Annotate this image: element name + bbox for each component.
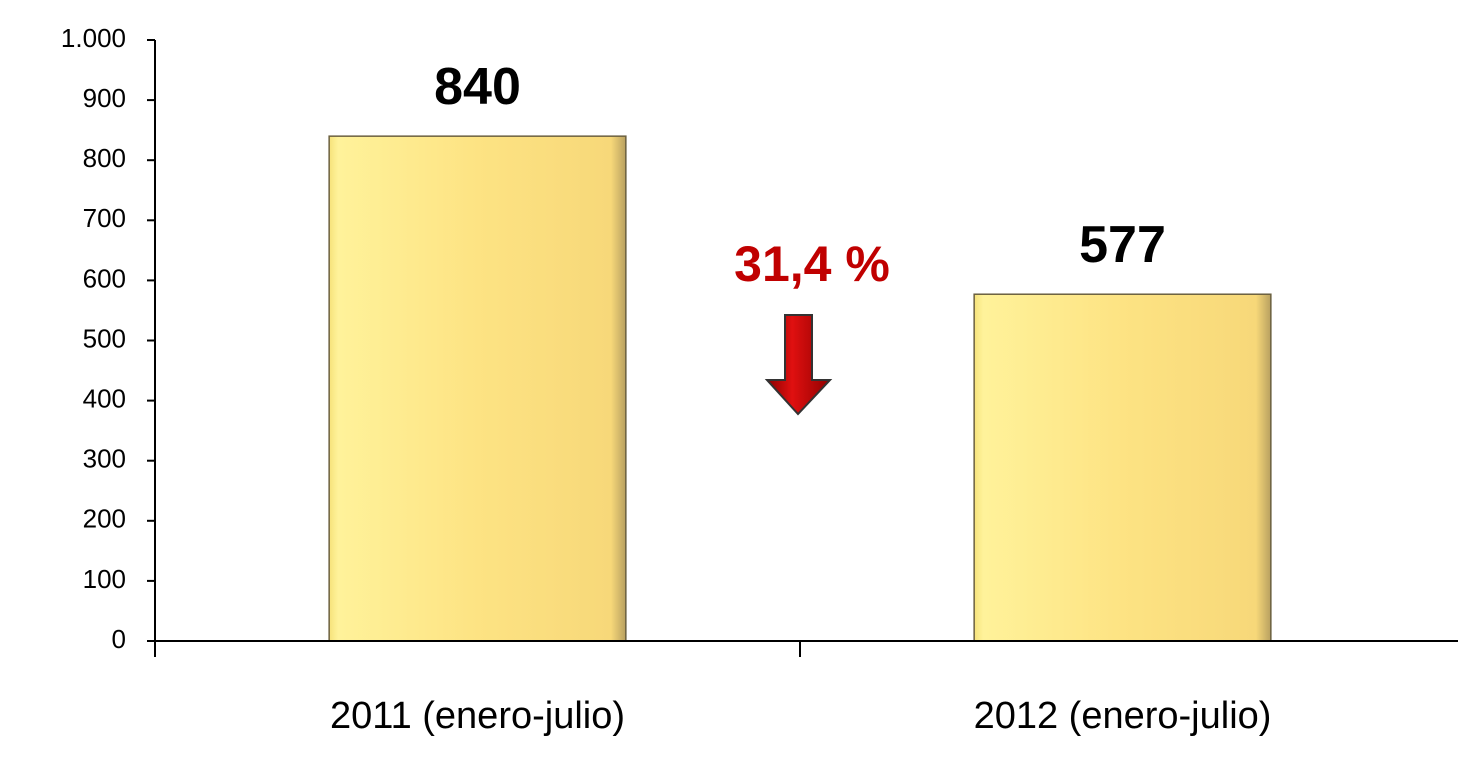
data-label: 577 bbox=[1079, 216, 1166, 274]
bar bbox=[328, 135, 627, 642]
y-tick-label: 0 bbox=[112, 624, 126, 654]
data-label: 840 bbox=[434, 58, 521, 116]
y-tick-label: 900 bbox=[83, 83, 126, 113]
y-tick-label: 700 bbox=[83, 203, 126, 233]
y-tick-label: 200 bbox=[83, 504, 126, 534]
y-tick-label: 400 bbox=[83, 383, 126, 413]
y-tick-label: 300 bbox=[83, 444, 126, 474]
x-tick-label: 2012 (enero-julio) bbox=[974, 695, 1272, 737]
bar bbox=[973, 293, 1272, 642]
annotation: 31,4 % bbox=[734, 236, 890, 292]
y-tick-label: 1.000 bbox=[61, 23, 126, 53]
x-tick-label: 2011 (enero-julio) bbox=[330, 695, 625, 737]
y-tick-label: 500 bbox=[83, 323, 126, 353]
y-tick-label: 600 bbox=[83, 263, 126, 293]
y-tick-label: 100 bbox=[83, 564, 126, 594]
y-tick-label: 800 bbox=[83, 143, 126, 173]
down-arrow bbox=[764, 314, 833, 416]
